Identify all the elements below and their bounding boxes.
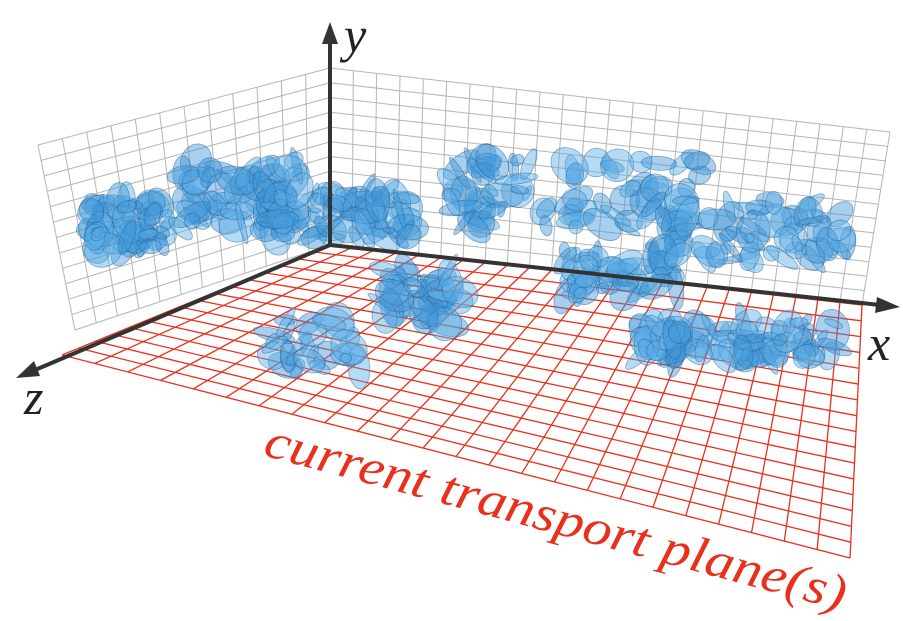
grid-line — [41, 83, 330, 161]
grid-line — [330, 68, 890, 132]
y-label: y — [339, 7, 367, 63]
blob — [139, 240, 161, 254]
grid-line — [38, 68, 330, 145]
blob — [765, 191, 782, 214]
y-arrow — [322, 22, 338, 44]
x-arrow — [875, 297, 900, 313]
blob — [790, 317, 809, 326]
isosurface — [73, 138, 858, 390]
scene: y x z current transport plane(s) — [0, 0, 903, 621]
z-label: z — [23, 369, 43, 425]
x-label: x — [867, 315, 890, 371]
grid-line — [62, 355, 850, 558]
floor-label: current transport plane(s) — [259, 412, 853, 621]
